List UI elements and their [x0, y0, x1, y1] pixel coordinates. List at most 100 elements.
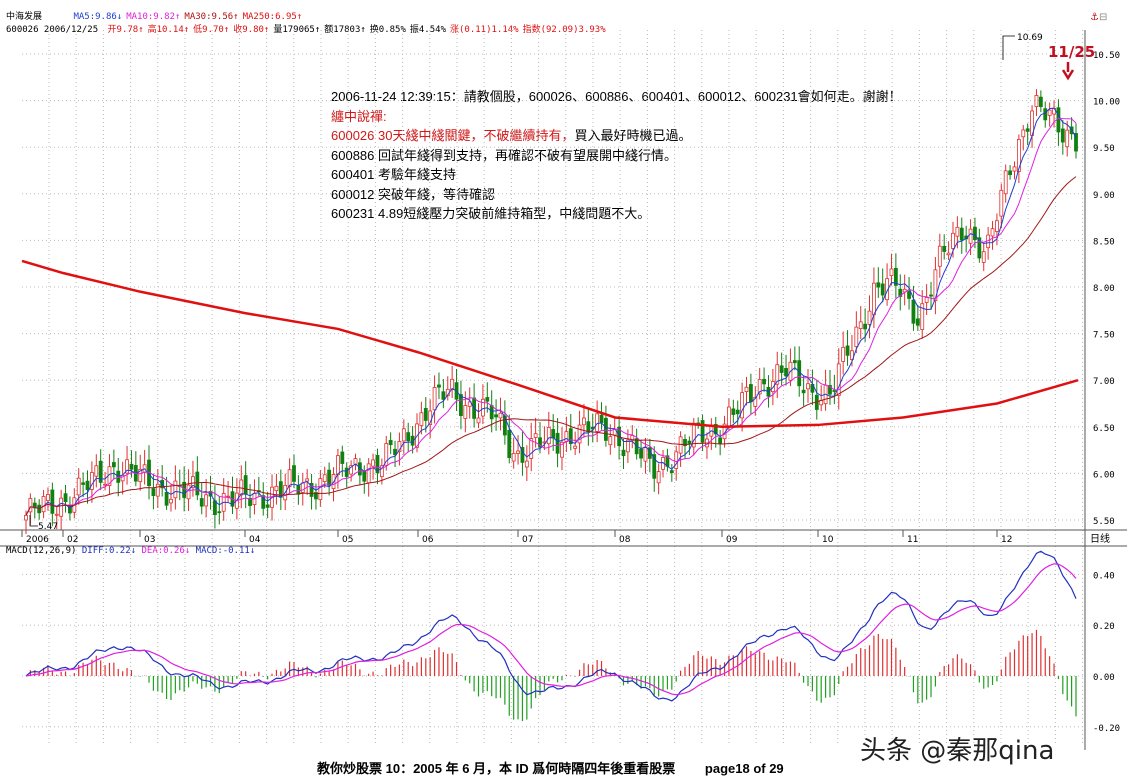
x-tick-label: 04 [249, 535, 261, 545]
candle-body [731, 408, 736, 415]
candle-body [740, 392, 745, 419]
candle-body [28, 498, 33, 513]
candle-body [968, 228, 973, 244]
candle-body [59, 497, 64, 517]
x-tick-label: 2006 [26, 535, 49, 545]
candle-body [366, 463, 371, 484]
candle-body [933, 269, 938, 302]
candle-body [481, 398, 485, 417]
macd-y-tick-label: -0.20 [1093, 724, 1120, 734]
ma30-line [25, 176, 1077, 516]
candle-body [520, 447, 525, 463]
candle-body [151, 488, 156, 496]
candle-body [46, 494, 50, 501]
candle-body [727, 406, 731, 427]
candle-body [516, 450, 520, 454]
candle-body [437, 384, 441, 388]
candle-body [103, 483, 107, 486]
candle-body [946, 252, 951, 256]
candle-body [54, 513, 59, 516]
candle-body [929, 294, 933, 297]
candle-body [529, 438, 534, 459]
candle-body [243, 475, 248, 495]
x-tick-label: 09 [726, 535, 738, 545]
candle-body [621, 449, 626, 456]
candle-body [494, 414, 498, 418]
candle-body [498, 412, 503, 419]
low-marker [29, 515, 38, 527]
candle-body [125, 459, 129, 474]
candle-body [942, 245, 947, 252]
x-tick-label: 10 [822, 535, 834, 545]
y-tick-label: 10.00 [1093, 98, 1120, 108]
ma10-line [25, 117, 1077, 516]
y-tick-label: 7.50 [1093, 331, 1115, 341]
quote-item-9: 指数(92.09)3.93% [522, 25, 606, 35]
y-tick-label: 6.50 [1093, 424, 1115, 434]
x-tick-label: 02 [67, 535, 78, 545]
candle-body [880, 283, 885, 296]
macd-y-tick-label: 0.20 [1093, 622, 1115, 632]
candle-body [24, 514, 28, 521]
candle-body [577, 424, 582, 444]
candle-body [841, 346, 846, 362]
ma5-line [25, 107, 1077, 516]
y-tick-label: 8.50 [1093, 237, 1115, 247]
note-line: 600886 回試年綫得到支持，再確認不破有望展開中綫行情。 [331, 147, 677, 163]
candle-body [533, 433, 538, 438]
x-tick-label: 07 [522, 535, 533, 545]
ma-value-3: MA250:6.95↑ [242, 12, 303, 22]
candle-body [441, 391, 446, 400]
candle-body [1012, 166, 1017, 172]
quote-item-6: 换0.85% [369, 25, 406, 35]
candle-body [806, 383, 810, 390]
candle-body [981, 251, 986, 263]
candle-body [832, 390, 837, 392]
candle-body [489, 405, 494, 420]
candle-body [546, 426, 551, 445]
y-tick-label: 6.00 [1093, 470, 1115, 480]
quote-item-7: 振4.54% [409, 25, 446, 35]
high-marker [1002, 35, 1015, 60]
candle-body [204, 494, 209, 507]
candle-body [63, 493, 68, 503]
candle-body [801, 389, 806, 394]
candle-body [129, 463, 134, 470]
candle-body [199, 498, 204, 507]
candle-body [1016, 138, 1021, 172]
x-tick-label: 12 [1001, 535, 1012, 545]
diff-line [25, 550, 1077, 702]
candle-body [674, 451, 679, 469]
candle-body [889, 268, 894, 277]
candle-body [863, 323, 868, 330]
candle-body [735, 409, 740, 415]
candle-body [678, 436, 683, 454]
candle-body [50, 489, 55, 514]
candle-body [850, 350, 854, 360]
candle-body [274, 485, 279, 492]
candle-body [599, 414, 604, 423]
candle-body [336, 455, 340, 476]
candle-body [564, 431, 569, 442]
candle-body [85, 480, 90, 491]
candle-body [322, 474, 327, 482]
anchor-icon[interactable]: ⚓⊟ [1090, 12, 1108, 23]
candle-body [292, 465, 296, 482]
candle-body [195, 471, 200, 496]
candle-body [551, 429, 556, 439]
candle-body [524, 460, 529, 468]
candle-body [261, 495, 266, 509]
candle-body [538, 437, 542, 448]
candle-body [371, 459, 375, 467]
candle-body [155, 483, 160, 497]
header-ma-line: 中海发展 MA5:9.86↓ MA10:9.82↑ MA30:9.56↑ MA250:… [6, 9, 302, 22]
candle-body [1008, 170, 1013, 176]
candle-body [555, 432, 560, 454]
candle-body [937, 245, 942, 267]
candle-body [757, 379, 762, 395]
candle-body [393, 448, 397, 456]
candle-body [314, 492, 318, 500]
candle-body [388, 440, 393, 446]
candle-body [459, 394, 463, 416]
candle-body [836, 363, 841, 397]
